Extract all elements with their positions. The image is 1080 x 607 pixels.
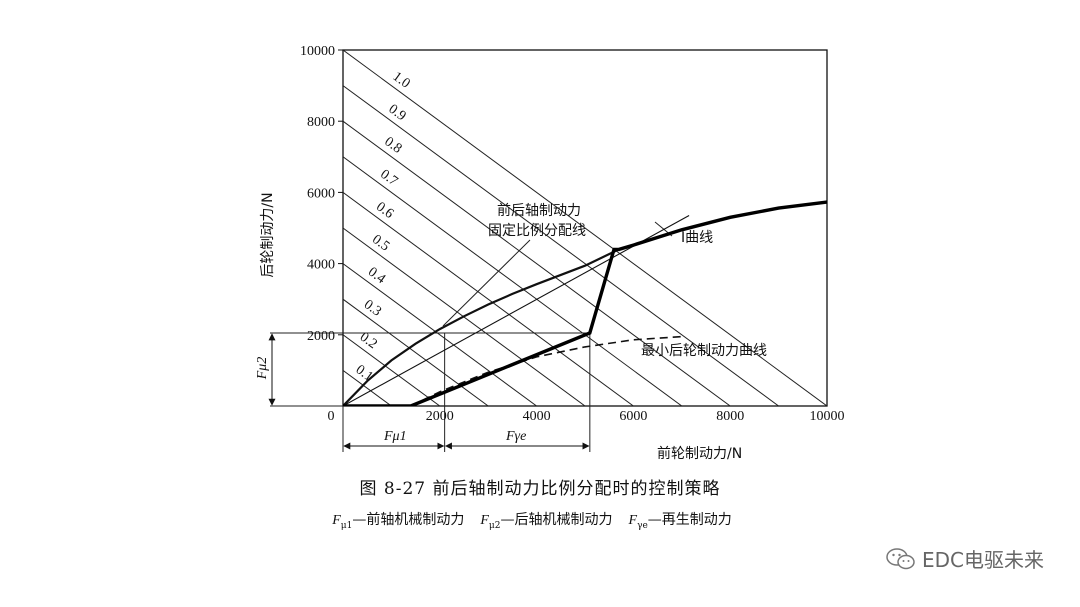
y-axis-label: 后轮制动力/N (260, 192, 276, 277)
x-tick-6000: 6000 (619, 409, 647, 424)
x-axis-label: 前轮制动力/N (657, 445, 742, 462)
f-mu2-label: Fμ2 (255, 357, 270, 381)
iso-labels: 0.10.20.30.40.50.60.70.80.91.0 (353, 69, 413, 385)
wechat-icon (886, 547, 915, 569)
iso-line-0.2 (343, 334, 441, 406)
y-tick-8000: 8000 (307, 115, 335, 130)
min-rear-curve-label: 最小后轮制动力曲线 (641, 343, 767, 359)
fixed-ratio-annotation-line2: 固定比例分配线 (488, 223, 586, 239)
iso-line-0.3 (343, 298, 489, 406)
y-ticks: 2000 4000 6000 8000 10000 (300, 44, 343, 344)
figure-caption: 图 8-27 前后轴制动力比例分配时的控制策略 (359, 479, 721, 499)
iso-label-0.1: 0.1 (353, 362, 376, 384)
x-tick-10000: 10000 (810, 409, 845, 424)
series (343, 200, 827, 406)
y-tick-2000: 2000 (307, 329, 335, 344)
y-tick-6000: 6000 (307, 186, 335, 201)
x-ticks: 0 2000 4000 6000 8000 10000 (328, 409, 845, 424)
legend-item-1: Fμ2—后轴机械制动力 (480, 512, 613, 531)
dimension-marks (268, 333, 590, 450)
iso-label-0.8: 0.8 (381, 134, 404, 156)
iso-line-0.4 (343, 263, 537, 406)
iso-label-0.7: 0.7 (377, 167, 400, 189)
legend-item-2: Fγe—再生制动力 (628, 512, 732, 531)
iso-label-1.0: 1.0 (390, 69, 413, 91)
y-tick-10000: 10000 (300, 44, 335, 59)
x-tick-8000: 8000 (716, 409, 744, 424)
iso-line-0.6 (343, 191, 634, 406)
watermark-text: EDC电驱未来 (921, 548, 1044, 572)
series-2 (410, 335, 682, 406)
guide-lines (270, 221, 673, 452)
y-tick-4000: 4000 (307, 258, 335, 273)
f-mu1-label: Fμ1 (383, 429, 407, 444)
x-tick-4000: 4000 (523, 409, 551, 424)
iso-label-0.6: 0.6 (373, 200, 396, 222)
fixed-ratio-leader (442, 239, 531, 327)
fixed-ratio-annotation-line1: 前后轴制动力 (497, 202, 581, 219)
x-tick-2000: 2000 (426, 409, 454, 424)
iso-line-0.8 (343, 120, 731, 406)
figure-legend: Fμ1—前轴机械制动力 Fμ2—后轴机械制动力 Fγe—再生制动力 (0, 509, 1080, 531)
watermark: EDC电驱未来 (886, 544, 1044, 573)
i-curve-label: I曲线 (681, 230, 713, 246)
x-tick-0: 0 (328, 409, 335, 424)
iso-label-0.5: 0.5 (369, 232, 392, 254)
iso-label-0.9: 0.9 (386, 102, 409, 124)
series-3 (343, 200, 827, 406)
iso-line-0.1 (343, 369, 392, 406)
iso-lines (343, 50, 827, 406)
f-gamma-label: Fγe (505, 429, 526, 444)
iso-line-0.9 (343, 85, 779, 406)
iso-line-0.7 (343, 156, 683, 406)
chart: 0.10.20.30.40.50.60.70.80.91.0 0 2000 4000… (255, 44, 845, 462)
iso-label-0.4: 0.4 (365, 265, 388, 287)
iso-label-0.3: 0.3 (361, 297, 384, 319)
iso-line-1.0 (343, 50, 827, 406)
legend-item-0: Fμ1—前轴机械制动力 (332, 512, 465, 531)
